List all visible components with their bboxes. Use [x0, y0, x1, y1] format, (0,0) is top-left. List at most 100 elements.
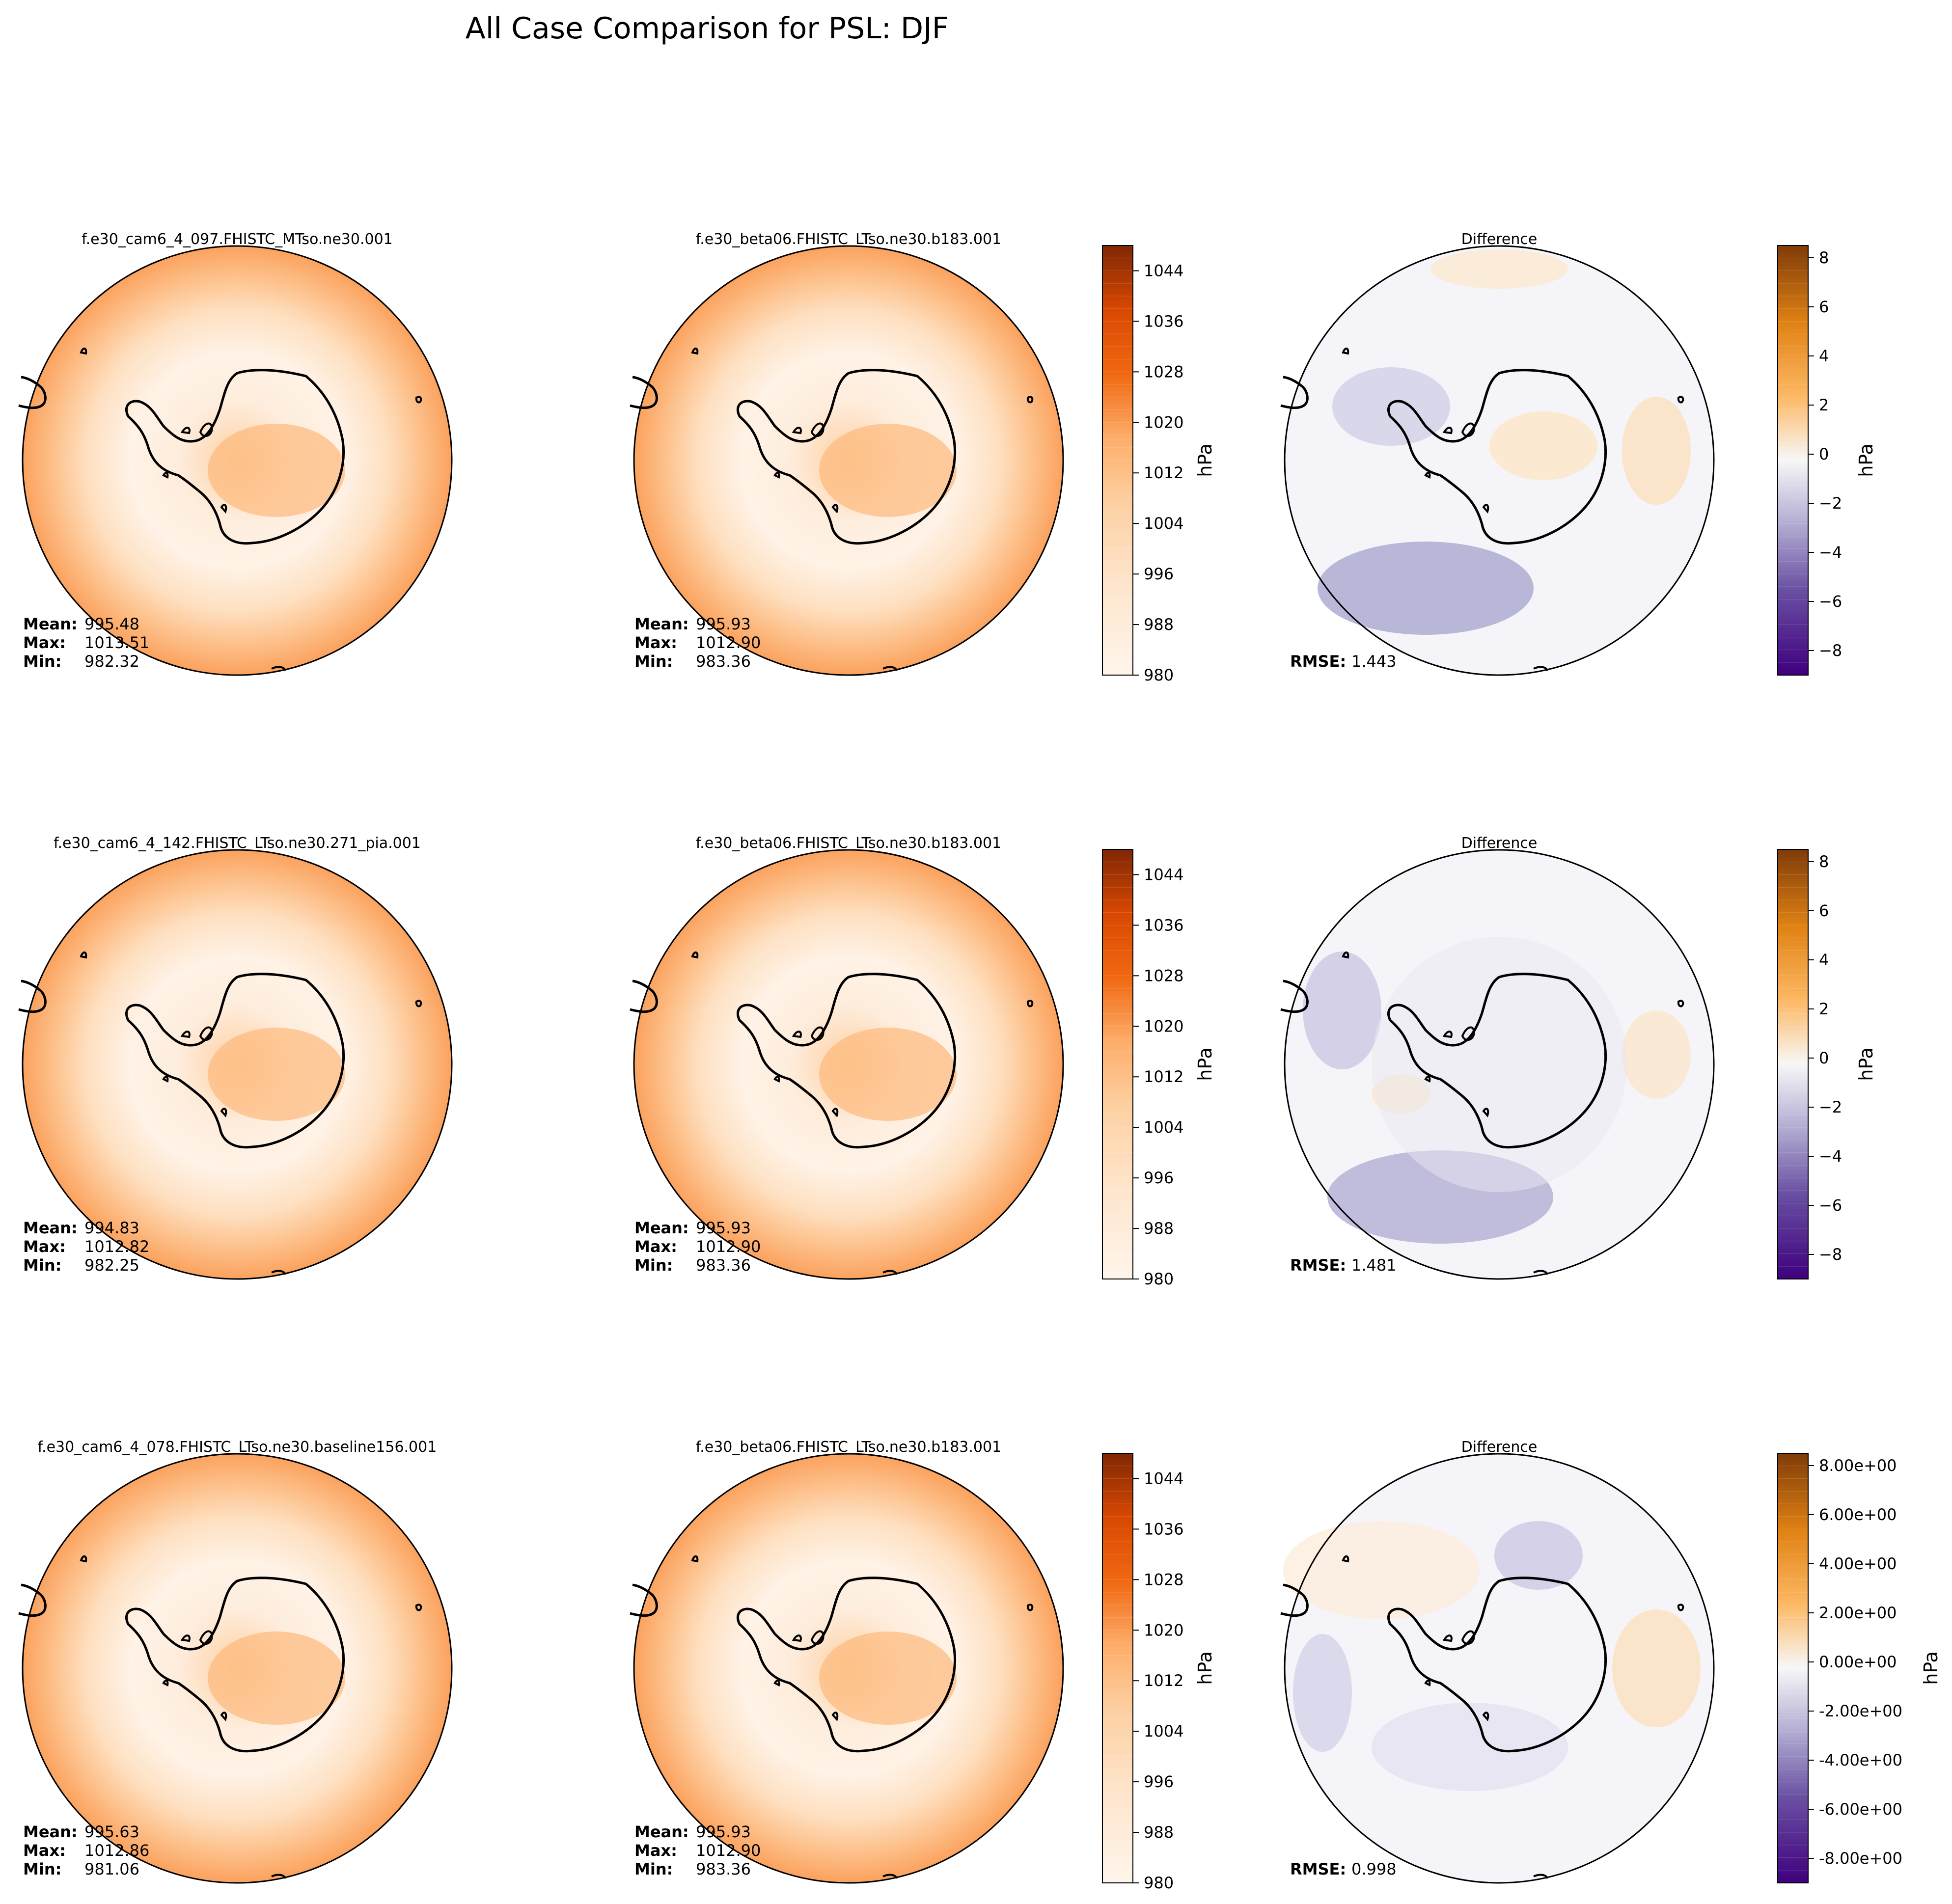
difference-panel: Difference RMSE: 0.998 [1281, 1439, 1715, 1884]
colorbar-tick-label: -4.00e+00 [1819, 1751, 1902, 1769]
colorbar-tick-label: 4 [1819, 347, 1829, 365]
colorbar-tick-label: 996 [1144, 565, 1174, 583]
stat-label: Min: [23, 652, 61, 671]
colorbar-body [1777, 1453, 1809, 1883]
psl-colorbar: 980 988 996 1004 1012 1020 1028 1036 1044 hPa [1102, 1453, 1216, 1892]
stat-label: Mean: [634, 1822, 689, 1841]
high-pressure-center [819, 1632, 957, 1725]
colorbar-tick-label: 0.00e+00 [1819, 1653, 1897, 1671]
high-pressure-center [819, 1028, 957, 1121]
comparison-row: f.e30_cam6_4_078.FHISTC_LTso.ne30.baseli… [19, 1439, 1942, 1892]
colorbar-tick-label: 1020 [1144, 413, 1183, 432]
colorbar-tick-label: 1044 [1144, 865, 1183, 884]
stat-label: Mean: [634, 615, 689, 633]
colorbar-body [1777, 245, 1809, 676]
difference-title: Difference [1461, 231, 1538, 248]
colorbar-tick-label: 1004 [1144, 514, 1183, 533]
rmse-stat: RMSE: 1.443 [1290, 652, 1397, 671]
stat-value: 983.36 [696, 1256, 751, 1275]
colorbar-tick-label: 1044 [1144, 261, 1183, 280]
stat-value: 1012.90 [696, 633, 761, 652]
stat-label: Max: [23, 1237, 66, 1256]
difference-anomaly [1622, 1010, 1691, 1099]
stat-label: Min: [634, 1860, 673, 1878]
stat-label: Max: [23, 1841, 66, 1860]
difference-anomaly [1622, 397, 1691, 505]
colorbar-tick-label: -6.00e+00 [1819, 1800, 1902, 1819]
baseline-map [630, 1453, 1064, 1884]
stat-value: 1012.86 [84, 1841, 149, 1860]
stat-label: Mean: [23, 615, 78, 633]
stat-value: 995.93 [696, 1219, 751, 1237]
colorbar-tick-label: −4 [1819, 1147, 1842, 1166]
baseline-map [630, 849, 1064, 1280]
test-case-panel: f.e30_cam6_4_078.FHISTC_LTso.ne30.baseli… [19, 1439, 453, 1884]
colorbar-tick-label: −8 [1819, 1245, 1842, 1264]
colorbar-tick-label: -2.00e+00 [1819, 1702, 1902, 1720]
rmse-value: 1.481 [1351, 1256, 1397, 1275]
difference-map [1281, 245, 1715, 676]
colorbar-tick-label: 1012 [1144, 1671, 1183, 1690]
colorbar-tick-label: 1020 [1144, 1621, 1183, 1639]
stat-value: 983.36 [696, 1860, 751, 1878]
map-boundary [22, 1453, 453, 1884]
colorbar-tick-label: 8 [1819, 852, 1829, 871]
difference-title: Difference [1461, 1439, 1538, 1456]
colorbar-tick-label: 1036 [1144, 916, 1183, 934]
stat-label: Mean: [23, 1822, 78, 1841]
difference-map [1281, 849, 1715, 1280]
stat-value: 981.06 [84, 1860, 139, 1878]
colorbar-tick-label: 988 [1144, 1219, 1174, 1238]
comparison-row: f.e30_cam6_4_142.FHISTC_LTso.ne30.271_pi… [19, 835, 1877, 1288]
stat-label: Min: [23, 1256, 61, 1275]
difference-anomaly [1318, 542, 1534, 635]
colorbar-tick-label: -8.00e+00 [1819, 1849, 1902, 1868]
colorbar-tick-label: 8 [1819, 248, 1829, 267]
figure-title: All Case Comparison for PSL: DJF [466, 11, 949, 46]
colorbar-tick-label: 0 [1819, 1049, 1829, 1067]
rmse-label: RMSE: [1290, 1256, 1346, 1275]
test-case-map [19, 245, 453, 676]
baseline-stats: Mean: 995.93 Max: 1012.90 Min: 983.36 [634, 1822, 761, 1878]
colorbar-tick-label: 6 [1819, 298, 1829, 316]
colorbar-label: hPa [1194, 443, 1216, 477]
colorbar-tick-label: −2 [1819, 1098, 1842, 1116]
stat-value: 982.25 [84, 1256, 139, 1275]
colorbar-body [1777, 849, 1809, 1279]
test-case-map [19, 1453, 453, 1884]
colorbar-tick-label: 1012 [1144, 463, 1183, 482]
high-pressure-center [208, 1632, 345, 1725]
colorbar-tick-label: 1028 [1144, 966, 1183, 985]
colorbar-label: hPa [1194, 1651, 1216, 1685]
colorbar-tick-label: 2 [1819, 1000, 1829, 1018]
baseline-panel: f.e30_beta06.FHISTC_LTso.ne30.b183.001 Me… [630, 1439, 1064, 1884]
stat-value: 995.93 [696, 615, 751, 633]
difference-anomaly [1283, 1521, 1480, 1619]
difference-anomaly [1612, 1609, 1701, 1727]
test-case-map [19, 849, 453, 1280]
colorbar-tick-label: 8.00e+00 [1819, 1456, 1897, 1475]
colorbar-tick-label: 980 [1144, 1270, 1174, 1288]
map-boundary [633, 1453, 1064, 1884]
stat-label: Mean: [23, 1219, 78, 1237]
colorbar-tick-label: 980 [1144, 666, 1174, 684]
test-case-stats: Mean: 995.48 Max: 1013.51 Min: 982.32 [23, 615, 149, 671]
high-pressure-center [208, 424, 345, 517]
baseline-map [630, 245, 1064, 676]
stat-label: Min: [634, 652, 673, 671]
colorbar-tick-label: 980 [1144, 1874, 1174, 1892]
difference-colorbar: 8.00e+00 6.00e+00 4.00e+00 2.00e+00 0.00e+00… [1777, 1453, 1942, 1883]
stat-value: 995.48 [84, 615, 139, 633]
stat-value: 983.36 [696, 652, 751, 671]
difference-anomaly [1494, 1521, 1583, 1590]
stat-value: 995.93 [696, 1822, 751, 1841]
stat-label: Min: [634, 1256, 673, 1275]
stat-label: Mean: [634, 1219, 689, 1237]
colorbar-body [1102, 1453, 1133, 1883]
baseline-panel: f.e30_beta06.FHISTC_LTso.ne30.b183.001 Me… [630, 231, 1064, 676]
stat-label: Max: [634, 633, 677, 652]
colorbar-tick-label: 1044 [1144, 1469, 1183, 1488]
colorbar-tick-label: 4 [1819, 951, 1829, 969]
difference-anomaly [1489, 411, 1597, 480]
